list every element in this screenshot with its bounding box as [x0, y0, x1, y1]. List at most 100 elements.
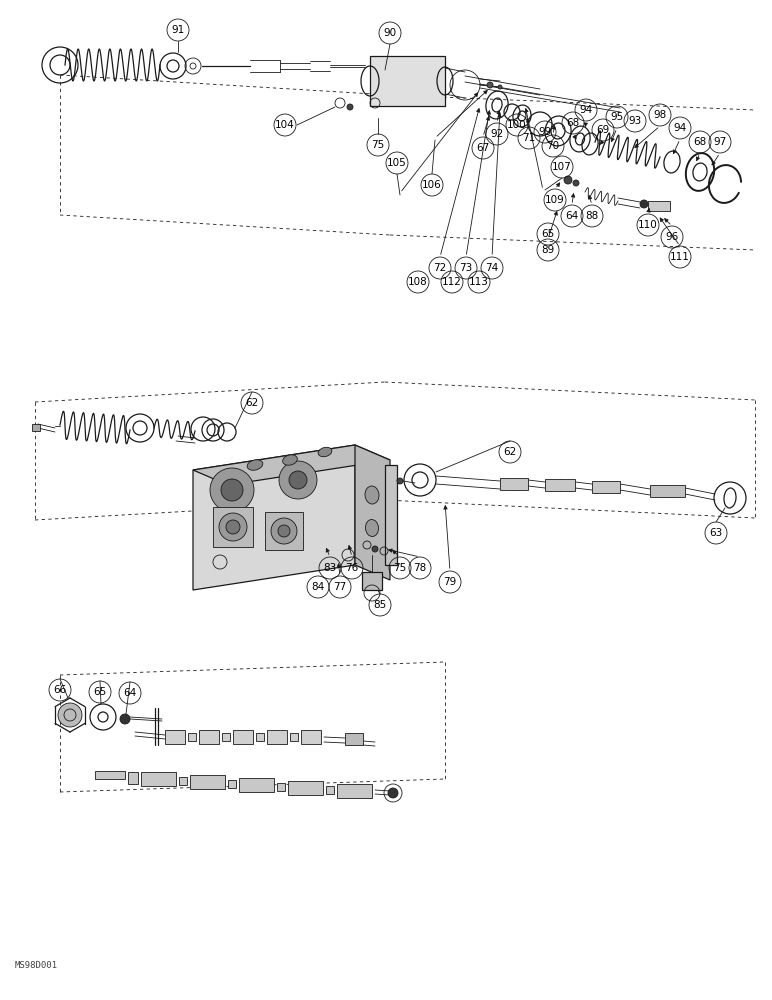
Text: 83: 83 [323, 563, 337, 573]
Bar [362, 572, 382, 590]
Bar [592, 481, 620, 493]
Bar [345, 733, 363, 745]
Bar [385, 465, 397, 565]
Circle shape [120, 714, 130, 724]
Text: 99: 99 [538, 127, 552, 137]
Bar [277, 783, 285, 791]
Text: 108: 108 [408, 277, 428, 287]
Text: 74: 74 [486, 263, 499, 273]
Bar [288, 781, 323, 795]
Text: 91: 91 [171, 25, 185, 35]
Text: 93: 93 [628, 116, 642, 126]
Text: 78: 78 [413, 563, 427, 573]
Text: 84: 84 [311, 582, 324, 592]
Text: 63: 63 [709, 528, 723, 538]
Bar [256, 733, 264, 741]
Circle shape [347, 104, 353, 110]
Circle shape [372, 546, 378, 552]
Text: 109: 109 [545, 195, 565, 205]
Bar [337, 784, 372, 798]
Bar [213, 507, 253, 547]
Text: 113: 113 [469, 277, 489, 287]
Circle shape [271, 518, 297, 544]
Text: 69: 69 [597, 125, 610, 135]
Ellipse shape [283, 455, 297, 465]
Circle shape [573, 180, 579, 186]
Text: 65: 65 [93, 687, 107, 697]
Text: 64: 64 [565, 211, 579, 221]
Bar [128, 772, 138, 784]
Ellipse shape [365, 486, 379, 504]
Polygon shape [193, 445, 390, 485]
Bar [165, 730, 185, 744]
Text: 76: 76 [345, 563, 359, 573]
Bar [545, 479, 575, 491]
Bar [239, 778, 274, 792]
Bar [141, 772, 176, 786]
Bar [648, 201, 670, 211]
Circle shape [210, 468, 254, 512]
Text: 100: 100 [507, 120, 527, 130]
Bar [233, 730, 253, 744]
Text: 104: 104 [275, 120, 295, 130]
Circle shape [221, 479, 243, 501]
Text: 110: 110 [638, 220, 658, 230]
Text: MS98D001: MS98D001 [15, 961, 58, 970]
Text: 95: 95 [611, 112, 624, 122]
Circle shape [219, 513, 247, 541]
Bar [326, 786, 334, 794]
Bar [650, 485, 685, 497]
Bar [222, 733, 230, 741]
Circle shape [498, 85, 502, 89]
Text: 106: 106 [422, 180, 442, 190]
Bar [188, 733, 196, 741]
Bar [290, 733, 298, 741]
Text: 79: 79 [443, 577, 456, 587]
Text: 94: 94 [673, 123, 686, 133]
Text: 70: 70 [547, 141, 560, 151]
Bar [190, 775, 225, 789]
Bar [32, 424, 40, 431]
Bar [267, 730, 287, 744]
Text: 90: 90 [384, 28, 397, 38]
Ellipse shape [365, 520, 378, 536]
Text: 64: 64 [124, 688, 137, 698]
Bar [265, 512, 303, 550]
Circle shape [279, 461, 317, 499]
Text: 75: 75 [394, 563, 407, 573]
Text: 92: 92 [490, 129, 503, 139]
Text: 65: 65 [541, 229, 554, 239]
Bar [500, 478, 528, 490]
Text: 105: 105 [387, 158, 407, 168]
Text: 72: 72 [433, 263, 447, 273]
Bar [301, 730, 321, 744]
Circle shape [640, 200, 648, 208]
Text: 107: 107 [552, 162, 572, 172]
Text: 111: 111 [670, 252, 690, 262]
Circle shape [388, 788, 398, 798]
Text: 73: 73 [459, 263, 472, 273]
Text: 96: 96 [665, 232, 679, 242]
Bar [179, 777, 187, 785]
Polygon shape [193, 445, 355, 590]
Circle shape [278, 525, 290, 537]
Text: 88: 88 [585, 211, 598, 221]
Circle shape [397, 478, 403, 484]
Text: 68: 68 [567, 118, 580, 128]
Circle shape [487, 82, 493, 88]
Circle shape [564, 176, 572, 184]
Text: 71: 71 [523, 133, 536, 143]
Polygon shape [355, 445, 390, 580]
Circle shape [289, 471, 307, 489]
Text: 75: 75 [371, 140, 384, 150]
Text: 85: 85 [374, 600, 387, 610]
Text: 62: 62 [503, 447, 516, 457]
Text: 89: 89 [541, 245, 554, 255]
Text: 98: 98 [653, 110, 667, 120]
Text: 62: 62 [245, 398, 259, 408]
Text: 67: 67 [476, 143, 489, 153]
Circle shape [58, 703, 82, 727]
Bar [95, 771, 125, 779]
Ellipse shape [318, 447, 332, 457]
Text: 112: 112 [442, 277, 462, 287]
